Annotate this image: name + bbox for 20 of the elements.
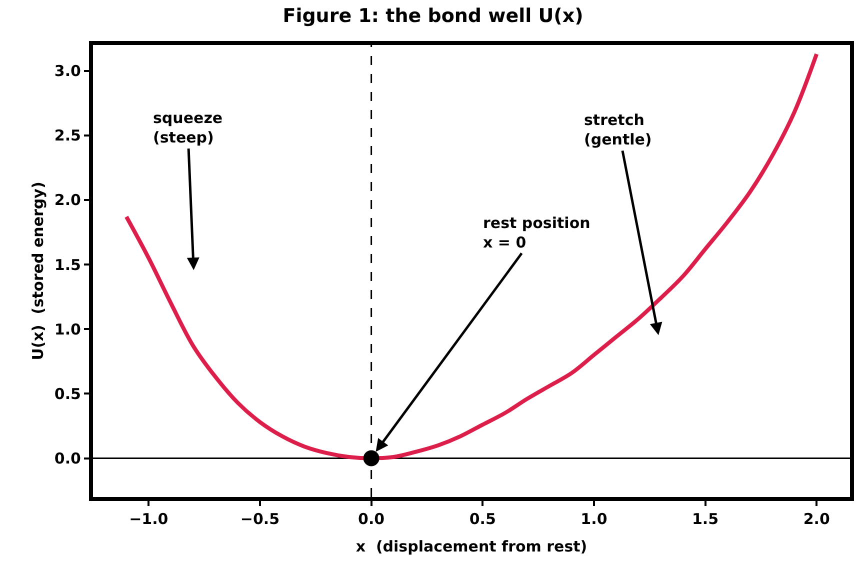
x-tick-label: 1.5 bbox=[692, 510, 719, 528]
y-tick-label: 2.5 bbox=[54, 126, 81, 145]
y-tick-label: 2.0 bbox=[54, 191, 81, 210]
y-tick-label: 0.0 bbox=[54, 450, 81, 468]
y-tick-label: 3.0 bbox=[54, 62, 81, 80]
x-tick-label: −0.5 bbox=[240, 510, 280, 528]
x-axis-title: x (displacement from rest) bbox=[356, 538, 588, 556]
x-tick-label: −1.0 bbox=[129, 510, 168, 528]
x-tick-label: 2.0 bbox=[803, 510, 830, 528]
x-tick-label: 0.5 bbox=[469, 510, 496, 528]
annotation: stretch (gentle) bbox=[584, 111, 652, 148]
x-tick-label: 1.0 bbox=[580, 510, 608, 528]
x-tick-label: 0.0 bbox=[358, 510, 385, 528]
y-tick-label: 1.5 bbox=[54, 256, 81, 274]
chart-title: Figure 1: the bond well U(x) bbox=[282, 4, 584, 27]
y-tick-label: 0.5 bbox=[54, 384, 81, 403]
annotation: squeeze (steep) bbox=[153, 109, 223, 146]
annotation: rest position x = 0 bbox=[483, 214, 590, 252]
y-tick-label: 1.0 bbox=[54, 320, 81, 338]
y-axis-title: U(x) (stored energy) bbox=[29, 182, 48, 360]
